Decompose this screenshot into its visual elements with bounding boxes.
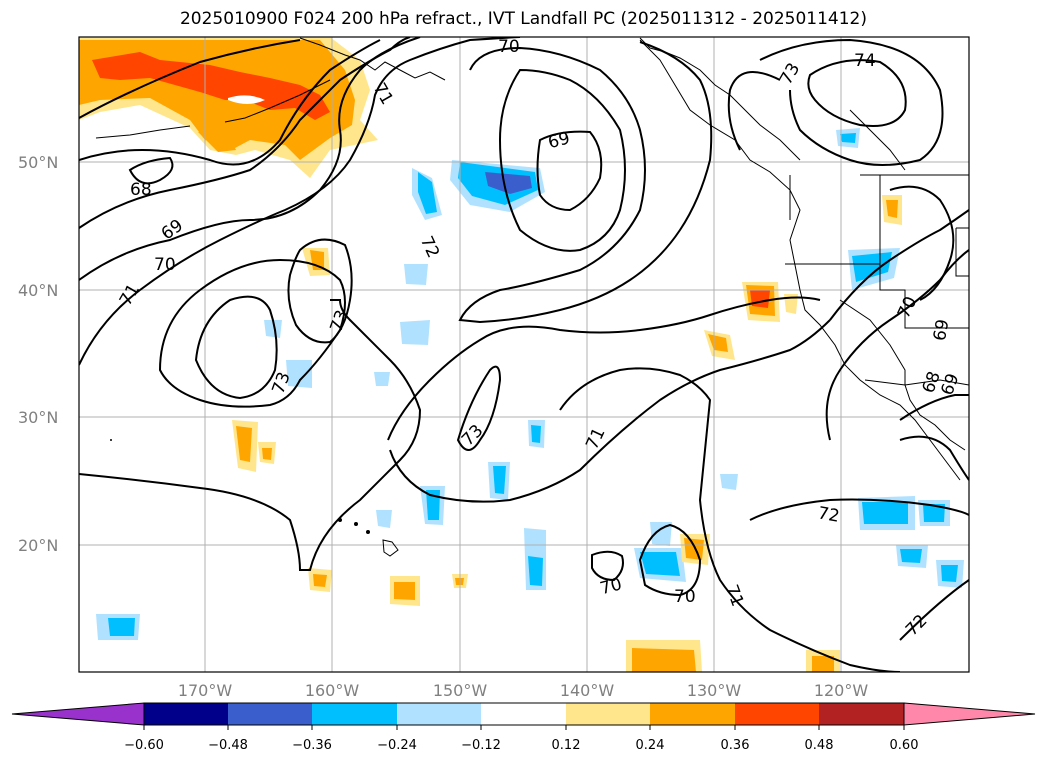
colorbar: −0.60 −0.48 −0.36 −0.24 −0.12 0.12 0.24 … (11, 702, 1036, 753)
contour-line (759, 38, 944, 166)
lat-label: 40°N (18, 281, 58, 300)
contour-line (749, 498, 969, 521)
contour-line (387, 296, 821, 441)
contour-line (79, 37, 521, 366)
longitude-labels: 170°W 160°W 150°W 140°W 130°W 120°W (178, 681, 869, 700)
contour-label: 68 (130, 180, 152, 200)
graticule (79, 37, 969, 672)
contour-line (498, 68, 626, 252)
contour-label: 72 (816, 503, 841, 526)
contour-line (899, 435, 969, 481)
colorbar-tick-label: 0.36 (721, 738, 750, 753)
colorbar-segment (397, 703, 481, 725)
contour-line (899, 393, 969, 421)
colorbar-segment (228, 703, 312, 725)
colorbar-tick-label: −0.48 (208, 738, 248, 753)
colorbar-tick-label: −0.24 (377, 738, 417, 753)
latitude-labels: 50°N 40°N 30°N 20°N (18, 153, 58, 555)
contour-line (79, 39, 381, 166)
colorbar-segment (650, 703, 735, 725)
colorbar-outline (143, 702, 905, 726)
contour-line (591, 550, 624, 582)
lon-label: 150°W (433, 681, 488, 700)
colorbar-segment (566, 703, 650, 725)
contour-line (727, 71, 781, 151)
map-border (78, 36, 970, 673)
colorbar-tick-label: −0.36 (292, 738, 332, 753)
colorbar-segment (819, 703, 904, 725)
contour-label: 70 (154, 255, 176, 275)
contour-lines (79, 37, 969, 672)
contour-line (128, 156, 174, 185)
lat-label: 50°N (18, 153, 58, 172)
shading-layer (79, 37, 964, 672)
contour-line (194, 295, 278, 400)
colorbar-segment (735, 703, 819, 725)
colorbar-tick-label: 0.12 (552, 738, 581, 753)
lon-label: 120°W (814, 681, 869, 700)
contour-line (458, 41, 713, 324)
contour-label: 69 (930, 318, 953, 343)
contour-line (807, 59, 907, 127)
contour-line (287, 238, 353, 344)
colorbar-extend-left (11, 702, 145, 726)
contour-line (829, 209, 969, 321)
contour-line (825, 249, 969, 441)
lon-label: 160°W (305, 681, 360, 700)
colorbar-segment (312, 703, 397, 725)
colorbar-tick-label: −0.60 (124, 738, 164, 753)
contour-line (79, 39, 301, 119)
contour-label: 70 (498, 37, 520, 57)
contour-line (536, 130, 603, 212)
lon-label: 140°W (560, 681, 615, 700)
contour-label: 70 (674, 587, 696, 607)
negative-anomaly-region (485, 172, 532, 194)
positive-anomaly-region (92, 52, 330, 120)
colorbar-extend-right (903, 702, 1036, 726)
lon-label: 170°W (178, 681, 233, 700)
contour-label: 74 (854, 51, 876, 71)
contour-line (559, 367, 901, 672)
colorbar-tick-label: 0.48 (805, 738, 834, 753)
contour-line (899, 579, 969, 641)
colorbar-tick-label: −0.12 (461, 738, 501, 753)
contour-line (638, 523, 702, 597)
colorbar-tick-label: 0.60 (890, 738, 919, 753)
map-title: 2025010900 F024 200 hPa refract., IVT La… (179, 9, 867, 29)
lon-label: 130°W (687, 681, 742, 700)
colorbar-segment (144, 703, 228, 725)
colorbar-segment (481, 703, 566, 725)
contour-line (389, 319, 831, 503)
lat-label: 30°N (18, 408, 58, 427)
contour-line (456, 365, 502, 451)
lat-label: 20°N (18, 536, 58, 555)
contour-line (889, 185, 955, 301)
colorbar-tick-label: 0.24 (636, 738, 665, 753)
contour-line (79, 299, 422, 571)
